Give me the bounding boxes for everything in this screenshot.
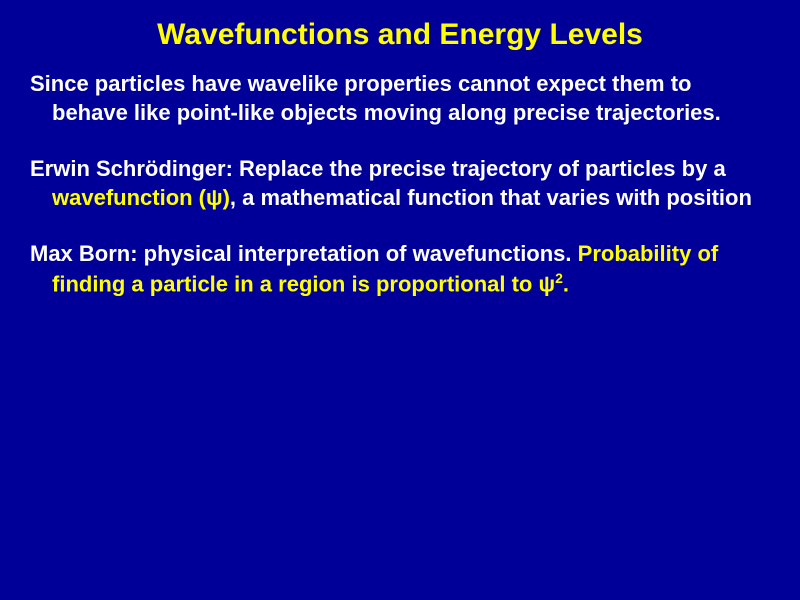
slide-title: Wavefunctions and Energy Levels xyxy=(30,18,770,52)
paragraph-2: Erwin Schrödinger: Replace the precise t… xyxy=(30,155,770,212)
para3-text-pre: Max Born: physical interpretation of wav… xyxy=(30,241,578,266)
para2-text-post: , a mathematical function that varies wi… xyxy=(230,185,752,210)
paragraph-1: Since particles have wavelike properties… xyxy=(30,70,770,127)
psi-superscript: 2 xyxy=(555,270,563,286)
slide-container: Wavefunctions and Energy Levels Since pa… xyxy=(0,0,800,345)
paragraph-3: Max Born: physical interpretation of wav… xyxy=(30,240,770,299)
psi-symbol-2: ψ xyxy=(538,271,555,296)
psi-symbol: ψ xyxy=(206,185,223,210)
para2-highlight-close: ) xyxy=(223,185,230,210)
para2-text-pre: Erwin Schrödinger: Replace the precise t… xyxy=(30,156,726,181)
para3-highlight-period: . xyxy=(563,271,569,296)
para2-highlight-wavefunction: wavefunction ( xyxy=(52,185,206,210)
